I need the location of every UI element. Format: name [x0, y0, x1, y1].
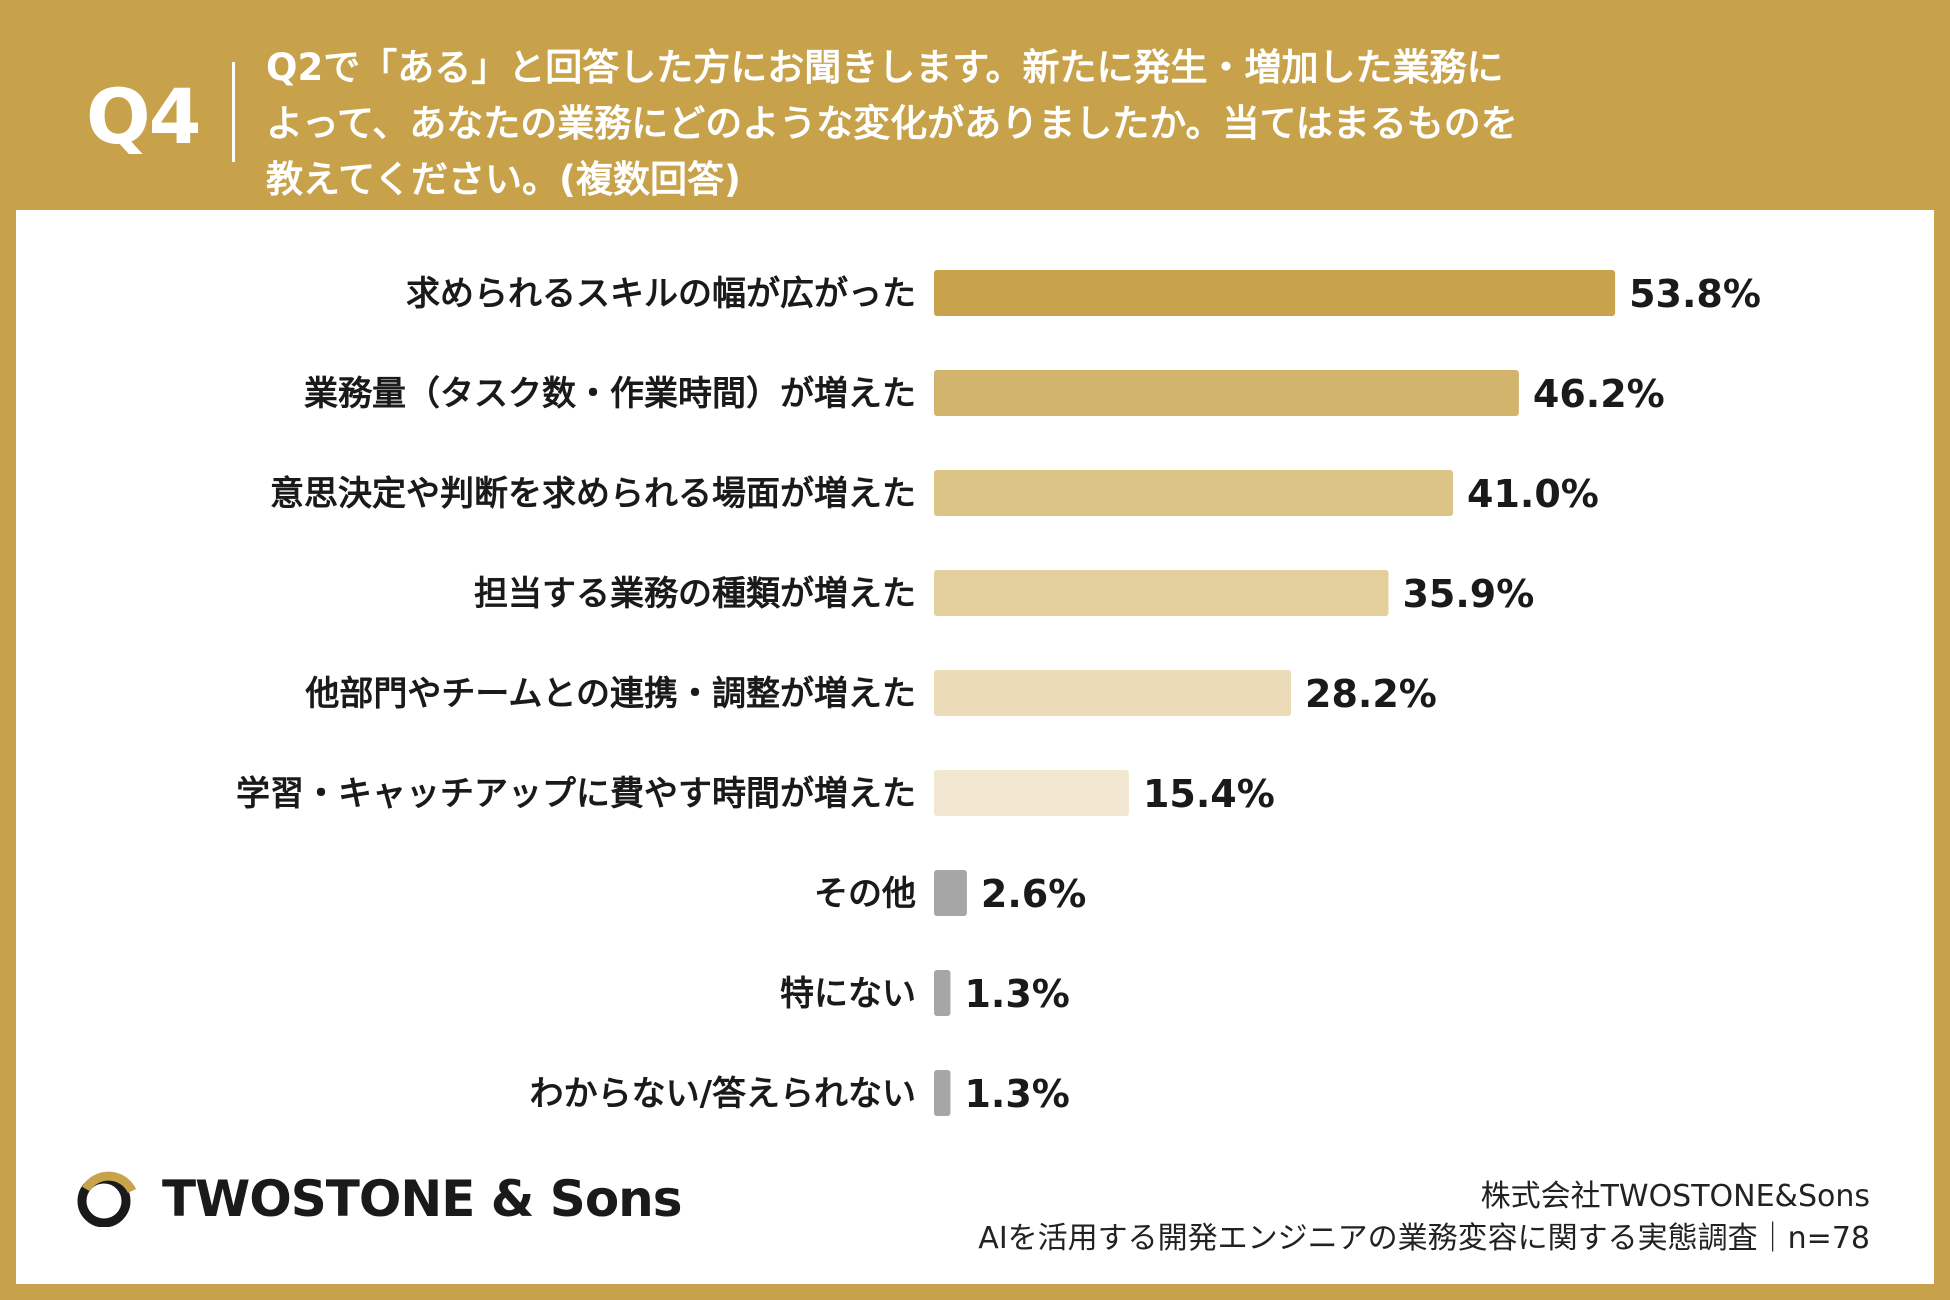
- company-logo: TWOSTONE & Sons: [74, 1170, 683, 1228]
- header-divider: [232, 62, 235, 162]
- value-label: 53.8%: [1629, 272, 1761, 316]
- category-label: 学習・キャッチアップに費やす時間が増えた: [236, 774, 916, 814]
- category-label: 他部門やチームとの連携・調整が増えた: [304, 674, 916, 714]
- value-label: 35.9%: [1402, 572, 1534, 616]
- bar: [934, 670, 1292, 716]
- category-label: 業務量（タスク数・作業時間）が増えた: [304, 374, 916, 414]
- category-label: 意思決定や判断を求められる場面が増えた: [270, 474, 916, 514]
- bar: [934, 370, 1519, 416]
- category-label: 求められるスキルの幅が広がった: [406, 274, 916, 314]
- bar: [934, 270, 1616, 316]
- logo-mark-icon: [77, 1171, 137, 1227]
- bar: [934, 1070, 951, 1116]
- value-label: 28.2%: [1305, 672, 1437, 716]
- company-name: 株式会社TWOSTONE&Sons: [1480, 1179, 1870, 1214]
- bar: [934, 870, 967, 916]
- bar: [934, 970, 951, 1016]
- category-label: その他: [814, 874, 916, 914]
- value-label: 1.3%: [964, 1072, 1069, 1116]
- survey-title: AIを活用する開発エンジニアの業務変容に関する実態調査｜n=78: [978, 1221, 1870, 1256]
- footer-credit: 株式会社TWOSTONE&Sons AIを活用する開発エンジニアの業務変容に関す…: [978, 1176, 1870, 1260]
- question-number: Q4: [86, 72, 201, 161]
- bar: [934, 470, 1454, 516]
- value-label: 1.3%: [964, 972, 1069, 1016]
- category-label: 担当する業務の種類が増えた: [474, 574, 916, 614]
- value-label: 41.0%: [1467, 472, 1599, 516]
- bar: [934, 770, 1129, 816]
- chart-card: 求められるスキルの幅が広がった 53.8% 業務量（タスク数・作業時間）が増えた 46…: [16, 210, 1934, 1284]
- value-label: 15.4%: [1143, 772, 1275, 816]
- bar: [934, 570, 1389, 616]
- bar-chart: 求められるスキルの幅が広がった 53.8% 業務量（タスク数・作業時間）が増えた 46…: [236, 270, 1761, 1116]
- value-label: 2.6%: [981, 872, 1086, 916]
- category-label: 特にない: [780, 974, 916, 1014]
- value-label: 46.2%: [1533, 372, 1665, 416]
- logo-text: TWOSTONE & Sons: [162, 1170, 683, 1228]
- category-label: わからない/答えられない: [530, 1074, 916, 1114]
- question-text: Q2で「ある」と回答した方にお聞きします。新たに発生・増加した業務に よって、あ…: [266, 46, 1518, 201]
